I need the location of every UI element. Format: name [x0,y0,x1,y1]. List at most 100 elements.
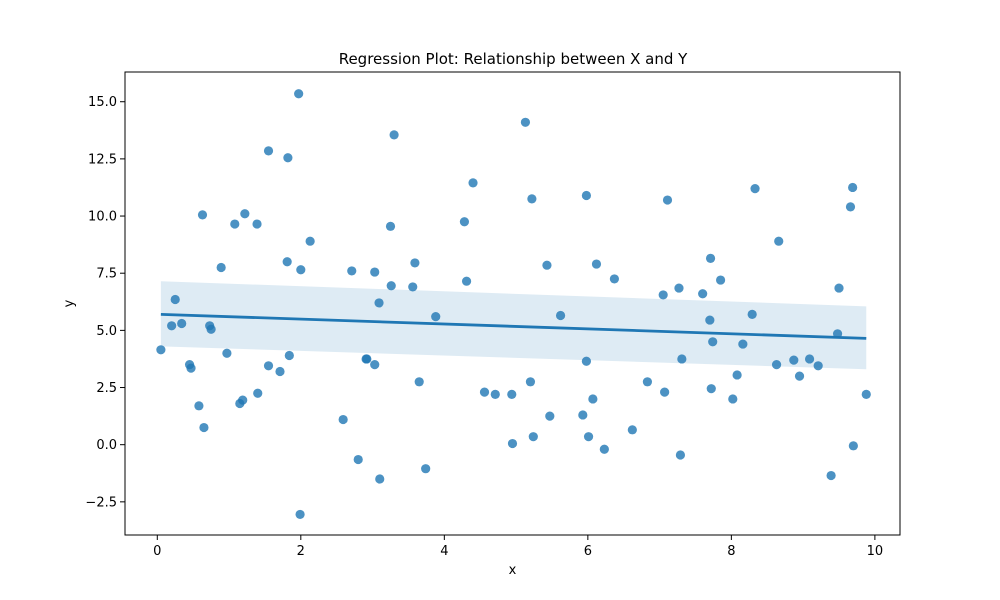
data-point [660,387,670,397]
data-point [170,294,180,305]
data-point [347,266,357,276]
data-point [305,236,315,246]
data-point [385,221,396,231]
data-point [230,219,240,229]
data-point [490,389,500,399]
data-point [370,360,380,370]
data-point [199,422,209,433]
data-point [222,348,232,358]
data-point [294,89,304,99]
x-axis: 0 2 4 6 8 10 [153,535,883,559]
data-point [186,363,196,373]
data-point [747,309,757,319]
data-point [353,454,363,465]
data-point [545,411,555,421]
data-point [627,425,637,435]
data-point [845,202,856,212]
data-point [252,219,262,229]
data-point [813,361,823,371]
data-point [804,354,815,364]
data-point [468,178,478,188]
data-point [555,310,566,321]
data-point [716,275,726,285]
data-point [389,130,399,140]
data-point [588,394,598,404]
data-point [861,389,871,399]
data-point [282,257,292,267]
data-point [194,401,204,411]
data-point [706,384,716,394]
data-point [705,253,716,263]
x-tick-label: 6 [584,544,592,559]
data-point [581,190,592,201]
data-point [295,509,305,520]
y-tick-label: 2.5 [96,381,117,396]
data-point [253,388,263,398]
data-point [591,259,602,269]
data-point [520,117,531,127]
data-point [609,274,620,284]
data-point [675,450,686,460]
data-point [275,366,285,377]
data-point [662,195,673,205]
chart-title: Regression Plot: Relationship between X … [339,50,688,68]
data-point [708,337,718,347]
data-point [834,283,844,293]
data-point [408,282,418,292]
y-tick-label: 7.5 [96,267,117,282]
data-point [263,361,274,371]
data-point [206,324,216,334]
data-point [599,444,609,454]
data-point [370,267,380,277]
y-tick-label: 12.5 [88,152,117,167]
data-point [738,339,748,349]
y-axis: −2.5 0.0 2.5 5.0 7.5 10.0 12.5 15.0 [85,95,125,510]
data-point [705,315,715,325]
data-point [375,474,385,484]
data-point [386,281,396,291]
data-point [156,345,166,355]
y-tick-label: 0.0 [96,438,117,453]
x-tick-label: 2 [297,544,305,559]
data-point [238,395,248,405]
data-point [197,210,208,220]
data-point [296,265,306,275]
data-point [216,262,226,273]
data-point [283,153,293,163]
data-point [459,217,470,227]
plot-frame [124,71,901,536]
data-point [728,394,738,404]
y-tick-label: 10.0 [88,210,117,225]
data-point [167,321,177,331]
x-tick-label: 10 [867,544,884,559]
data-point [374,298,384,308]
data-point [794,371,805,381]
data-point [362,354,372,364]
data-point [507,438,518,449]
plot-area [156,89,871,520]
data-point [578,410,588,420]
data-point [789,355,799,365]
data-point [284,350,294,361]
data-point [240,209,250,219]
x-tick-label: 0 [153,544,161,559]
y-tick-label: 5.0 [96,324,117,339]
y-tick-label: 15.0 [88,95,117,110]
data-point [461,276,472,286]
data-point [732,370,742,380]
data-point [528,432,538,442]
x-tick-label: 8 [727,544,735,559]
data-point [507,389,517,399]
data-point [771,360,782,370]
data-point [414,377,424,387]
data-point [750,184,760,194]
data-point [527,194,537,204]
data-point [542,260,552,270]
data-point [338,414,348,425]
data-point [525,377,536,387]
data-point [431,312,441,322]
data-point [263,146,274,156]
data-point [421,464,431,474]
data-point [410,258,420,268]
